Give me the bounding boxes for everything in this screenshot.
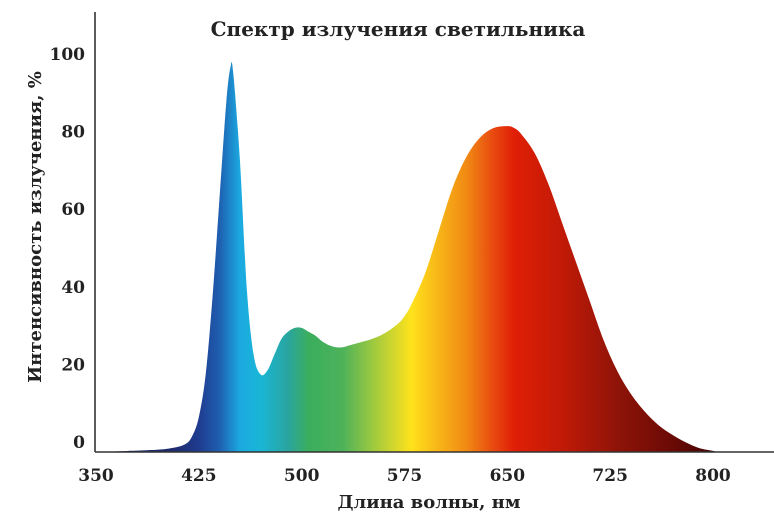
y-tick-label: 60 — [61, 200, 85, 220]
y-tick-label: 40 — [61, 278, 85, 298]
x-tick-label: 500 — [284, 466, 320, 486]
x-tick-label: 425 — [181, 466, 217, 486]
x-tick-label: 800 — [695, 466, 731, 486]
y-axis-title: Интенсивность излучения, % — [25, 71, 46, 383]
y-tick-labels: 0 20 40 60 80 100 — [50, 45, 86, 453]
chart-title: Спектр излучения светильника — [211, 17, 586, 41]
y-tick-label: 20 — [61, 355, 85, 375]
x-tick-labels: 350 425 500 575 650 725 800 — [78, 466, 731, 486]
y-tick-label: 0 — [73, 433, 85, 453]
x-axis-title: Длина волны, нм — [338, 492, 521, 513]
x-tick-label: 350 — [78, 466, 114, 486]
y-tick-label: 100 — [50, 45, 86, 65]
y-tick-label: 80 — [61, 123, 85, 143]
x-tick-label: 725 — [592, 466, 628, 486]
spectrum-area — [96, 62, 718, 453]
x-tick-label: 575 — [387, 466, 423, 486]
x-tick-label: 650 — [490, 466, 526, 486]
